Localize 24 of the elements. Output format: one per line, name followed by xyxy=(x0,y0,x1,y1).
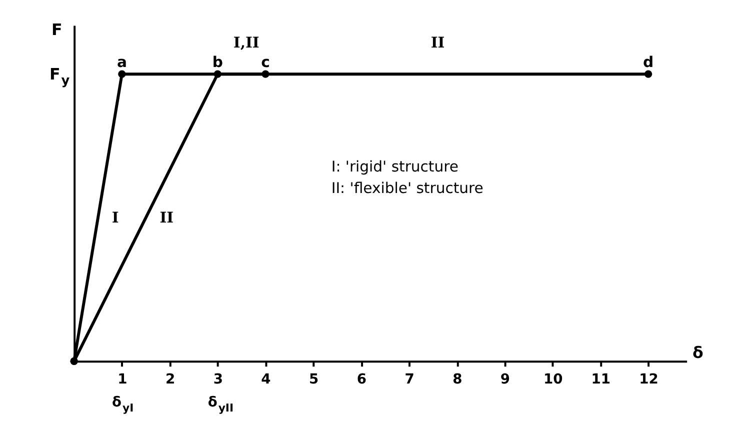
x-tick-label: 9 xyxy=(500,371,510,388)
annotation: d xyxy=(642,54,654,72)
x-tick-label: 11 xyxy=(591,371,611,388)
annotation: I: 'rigid' structure xyxy=(331,158,458,176)
x-tick-label: 4 xyxy=(261,371,271,388)
x-tick-label: 12 xyxy=(639,371,658,388)
x-tick-label: 1 xyxy=(118,371,128,388)
x-tick-label: 10 xyxy=(543,371,563,388)
x-tick-label: 2 xyxy=(165,371,176,388)
x-tick-label: 5 xyxy=(309,371,319,388)
x-tick-label: 6 xyxy=(356,371,366,388)
annotation: II: 'flexible' structure xyxy=(331,180,484,198)
x-tick-label: 8 xyxy=(452,371,462,388)
annotation: a xyxy=(116,54,127,72)
y-axis-title: F xyxy=(51,20,62,40)
annotation: c xyxy=(261,54,270,72)
x-tick-label: 7 xyxy=(404,371,414,388)
series-label: I xyxy=(112,210,119,227)
annotation: I,II xyxy=(233,34,260,52)
series-label: II xyxy=(160,210,174,227)
x-tick-label: 3 xyxy=(213,371,223,388)
x-axis-title: δ xyxy=(692,343,704,362)
annotation: b xyxy=(212,54,223,72)
annotation: II xyxy=(430,34,445,52)
